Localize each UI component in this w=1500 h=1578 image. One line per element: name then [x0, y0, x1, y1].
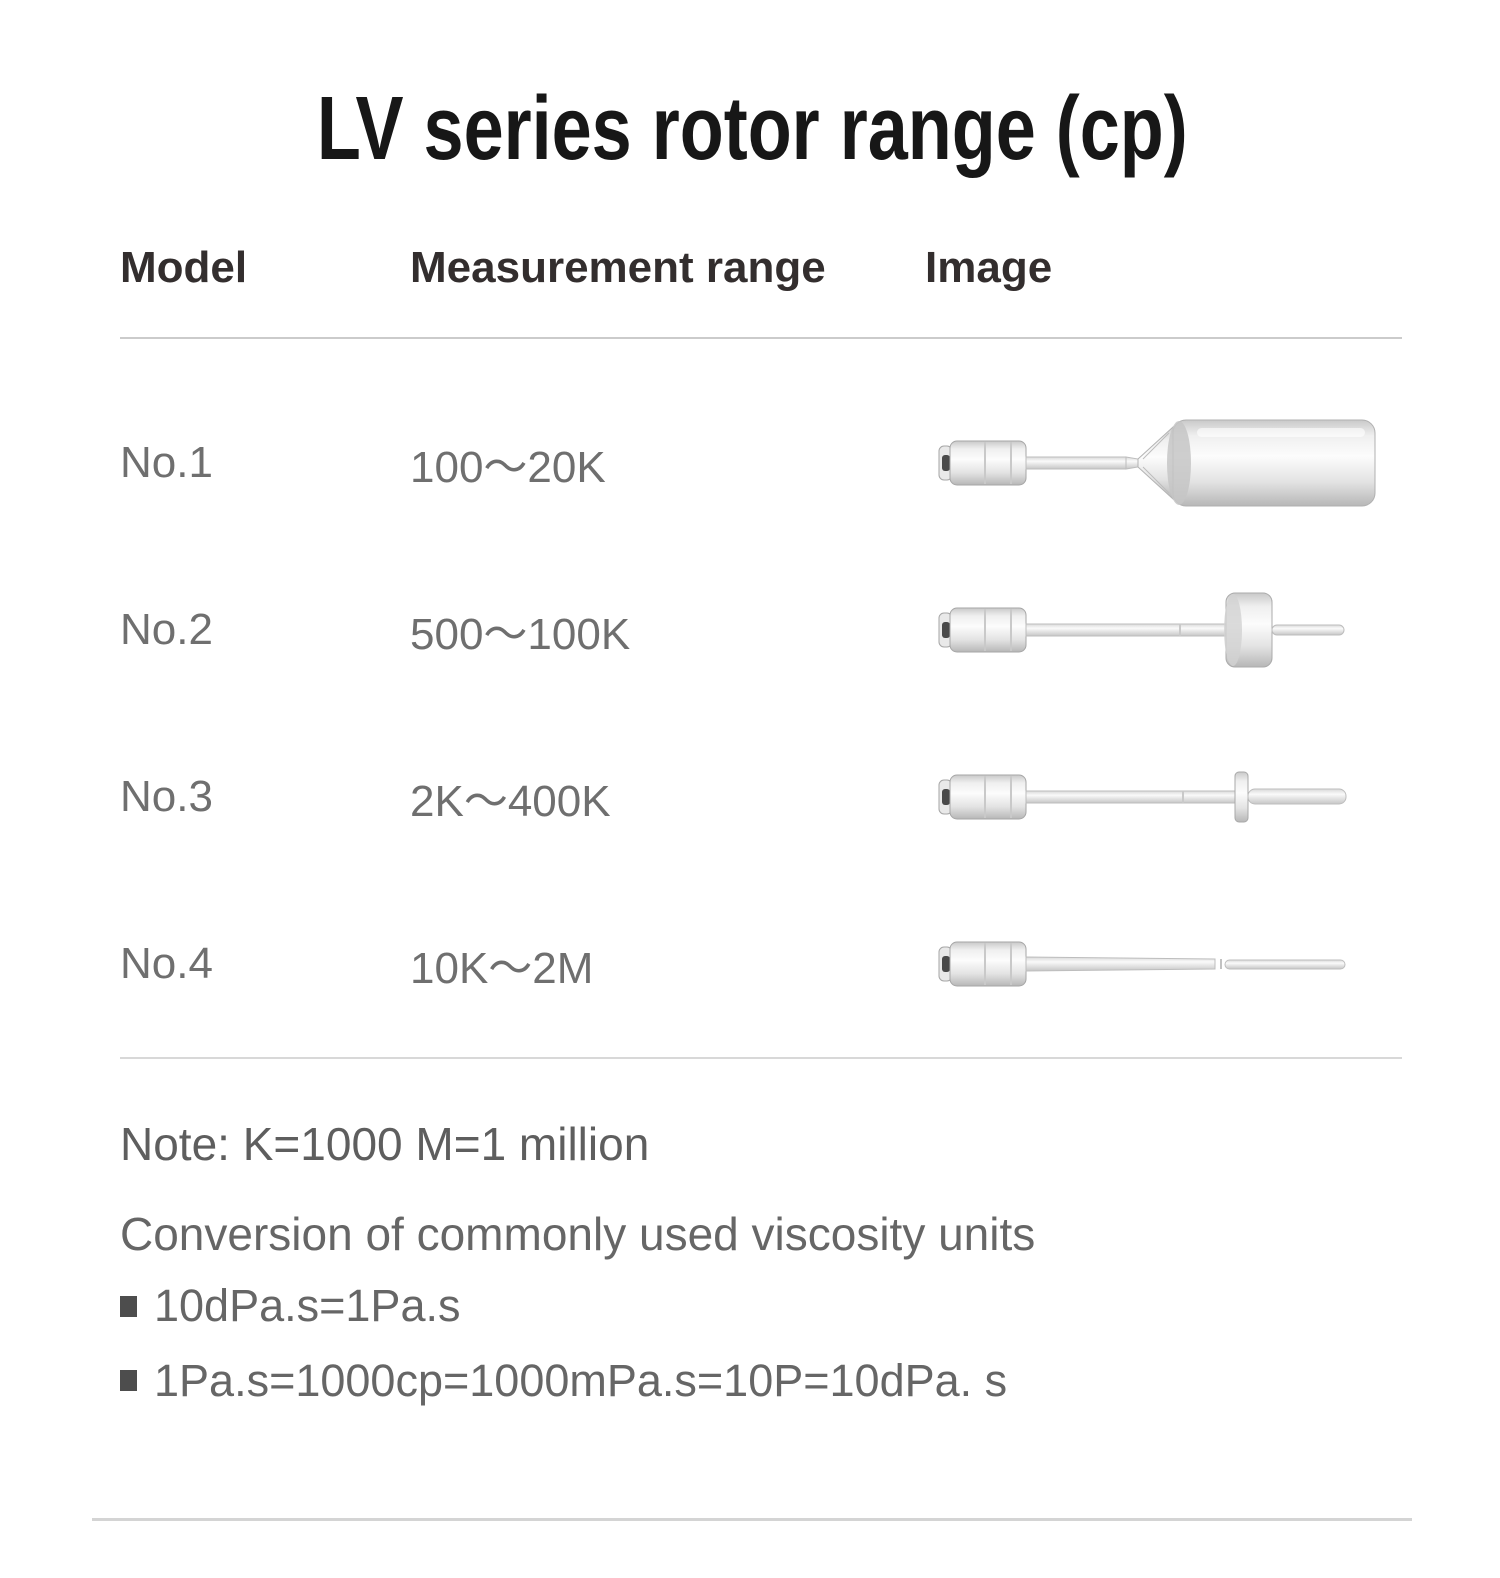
range-value: 500～100K — [410, 609, 631, 659]
page: LV series rotor range (cp) Model Measure… — [92, 78, 1412, 1410]
conversion-bullet: 10dPa.s=1Pa.s — [120, 1277, 1402, 1336]
bullet-square-icon — [120, 1295, 137, 1317]
bullet-text: 10dPa.s=1Pa.s — [154, 1280, 461, 1331]
table-body: No.1 100～20K — [120, 339, 1402, 1059]
rotor-thick-disc-icon — [938, 592, 1345, 667]
model-label: No.1 — [120, 437, 213, 487]
range-value: 2K～400K — [410, 776, 611, 826]
note-text: Note: K=1000 M=1 million — [120, 1118, 650, 1170]
range-value: 10K～2M — [410, 943, 594, 993]
table-row: No.4 10K～2M — [120, 880, 1402, 1047]
table-header-row: Model Measurement range Image — [120, 243, 1402, 339]
column-header-range: Measurement range — [410, 243, 826, 292]
column-header-image: Image — [925, 243, 1053, 292]
model-label: No.2 — [120, 604, 213, 654]
bottom-divider — [92, 1518, 1412, 1521]
model-label: No.4 — [120, 938, 213, 988]
model-label: No.3 — [120, 771, 213, 821]
rotor-large-cylinder-icon — [938, 419, 1376, 506]
conversion-bullet: 1Pa.s=1000cp=1000mPa.s=10P=10dPa. s — [120, 1352, 1402, 1411]
conversion-title: Conversion of commonly used viscosity un… — [120, 1208, 1036, 1260]
column-header-model: Model — [120, 243, 248, 292]
bullet-text: 1Pa.s=1000cp=1000mPa.s=10P=10dPa. s — [154, 1354, 1008, 1406]
range-value: 100～20K — [410, 442, 606, 492]
table-row: No.2 500～100K — [120, 546, 1402, 713]
notes-section: Note: K=1000 M=1 million Conversion of c… — [120, 1117, 1402, 1410]
table-row: No.3 2K～400K — [120, 713, 1402, 880]
bullet-square-icon — [120, 1370, 137, 1392]
page-title: LV series rotor range (cp) — [316, 79, 1188, 179]
table-row: No.1 100～20K — [120, 379, 1402, 546]
rotor-thin-disc-icon — [938, 771, 1347, 822]
rotor-plain-spindle-icon — [938, 941, 1346, 986]
